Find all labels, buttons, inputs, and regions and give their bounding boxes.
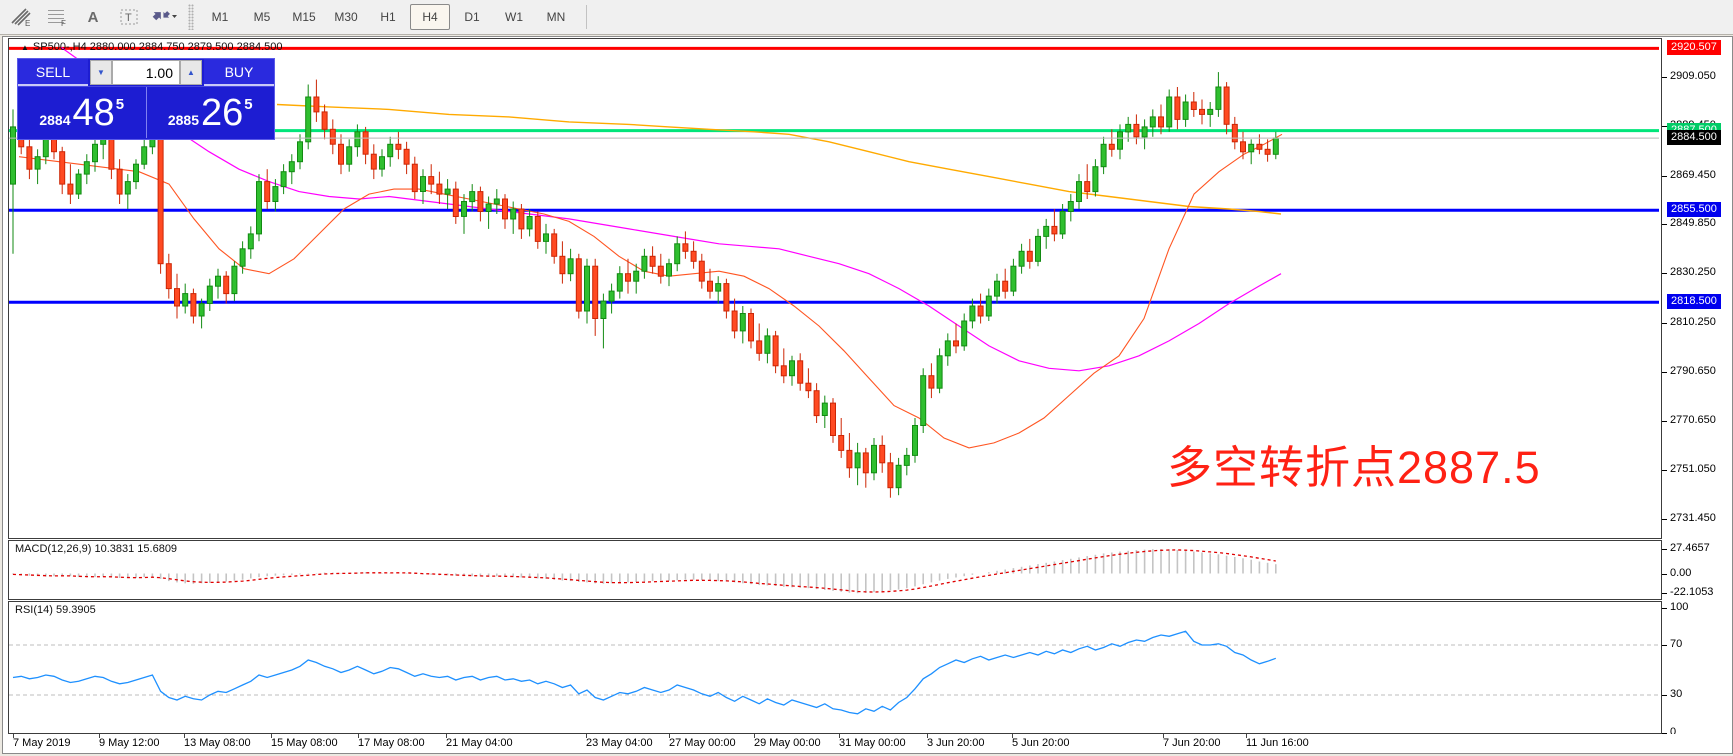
timeframe-group: M1 M5 M15 M30 H1 H4 D1 W1 MN [198,4,576,30]
price-tick-label: 2909.050 [1670,70,1716,82]
rsi-scale-label: 70 [1670,638,1683,650]
timeframe-button-m1[interactable]: M1 [211,10,229,24]
price-tick-label: 2849.850 [1670,217,1716,229]
price-badge: 2855.500 [1667,202,1721,217]
arrows-tool-icon[interactable] [150,4,180,30]
time-axis[interactable]: 7 May 2019 9 May 12:00 13 May 08:00 15 May … [8,734,1731,752]
price-tick-mark [1662,372,1667,373]
collapse-triangle-icon[interactable]: ▲ [21,43,29,52]
one-click-trade-panel: SELL ▼ 1.00 ▲ BUY 2884 48 5 2885 [17,58,275,140]
text-label-icon[interactable]: T [114,4,144,30]
svg-text:T: T [125,12,132,24]
timeframe-button-h1[interactable]: H1 [380,10,396,24]
price-tick-label: 2790.650 [1670,365,1716,377]
price-tick-mark [1662,519,1667,520]
macd-scale-label: 27.4657 [1670,542,1710,554]
symbol-ohlc-line: ▲ SP500-,H4 2880.000 2884.750 2879.500 28… [21,41,283,53]
price-tick-label: 2810.250 [1670,316,1716,328]
time-label: 13 May 08:00 [184,737,251,749]
toolbar-grip[interactable] [188,4,194,30]
timeframe-button-m30[interactable]: M30 [334,10,358,24]
time-label: 21 May 04:00 [446,737,513,749]
time-label: 29 May 00:00 [754,737,821,749]
time-label: 11 Jun 16:00 [1246,737,1309,749]
price-tick-mark [1662,421,1667,422]
price-tick-label: 2751.050 [1670,463,1716,475]
rsi-scale-label: 0 [1670,726,1677,738]
time-label: 7 May 2019 [13,737,71,749]
svg-text:F: F [61,19,66,27]
time-label: 7 Jun 20:00 [1163,737,1221,749]
rsi-scale-label: 30 [1670,688,1683,700]
macd-label: MACD(12,26,9) 10.3831 15.6809 [15,543,178,555]
chart-annotation-text: 多空转折点2887.5 [1167,442,1541,493]
volume-down-button[interactable]: ▼ [90,60,112,85]
price-tick-label: 2770.650 [1670,414,1716,426]
rsi-label: RSI(14) 59.3905 [15,604,96,616]
indicators-icon[interactable]: E [6,4,36,30]
price-tick-mark [1662,77,1667,78]
timeframe-button-m15[interactable]: M15 [292,10,316,24]
grid-icon[interactable]: F [42,4,72,30]
time-label: 17 May 08:00 [358,737,425,749]
buy-price-small: 2885 [167,111,200,128]
sell-button[interactable]: SELL [18,59,88,86]
rsi-panel[interactable]: RSI(14) 59.3905 [8,601,1662,734]
timeframe-button-w1[interactable]: W1 [505,10,523,24]
timeframe-button-d1[interactable]: D1 [464,10,480,24]
macd-scale-label: -22.1053 [1670,586,1714,598]
timeframe-button-h4[interactable]: H4 [410,4,450,30]
time-label: 5 Jun 20:00 [1012,737,1070,749]
price-tick-mark [1662,470,1667,471]
price-tick-mark [1662,126,1667,127]
time-label: 31 May 00:00 [839,737,906,749]
toolbar: E F A T M1 M [0,0,1733,35]
price-tick-label: 2731.450 [1670,512,1716,524]
chart-window: ▲ SP500-,H4 2880.000 2884.750 2879.500 28… [2,36,1733,754]
price-tick-mark [1662,323,1667,324]
sell-price-sup: 5 [115,96,125,113]
price-tick-label: 2869.450 [1670,169,1716,181]
buy-price-sup: 5 [244,96,253,113]
time-label: 15 May 08:00 [271,737,338,749]
price-badge: 2920.507 [1667,40,1721,55]
volume-input[interactable]: 1.00 [112,60,180,85]
buy-quote[interactable]: 2885 26 5 [147,87,275,138]
main-chart-panel[interactable]: ▲ SP500-,H4 2880.000 2884.750 2879.500 28… [8,38,1662,539]
macd-panel[interactable]: MACD(12,26,9) 10.3831 15.6809 [8,540,1662,600]
time-label: 27 May 00:00 [669,737,736,749]
price-badge: 2818.500 [1667,294,1721,309]
buy-price-big: 26 [201,91,244,134]
price-tick-mark [1662,224,1667,225]
rsi-scale-label: 100 [1670,601,1689,613]
text-a-icon[interactable]: A [87,8,99,26]
timeframe-button-mn[interactable]: MN [546,10,566,24]
buy-button[interactable]: BUY [204,59,274,86]
volume-stepper: ▼ 1.00 ▲ [88,59,204,86]
volume-up-button[interactable]: ▲ [180,60,202,85]
price-tick-mark [1662,176,1667,177]
svg-text:E: E [25,19,30,27]
price-badge: 2884.500 [1667,130,1721,145]
sell-quote[interactable]: 2884 48 5 [18,87,147,138]
time-label: 23 May 04:00 [586,737,653,749]
sell-price-small: 2884 [39,111,71,128]
timeframe-button-m5[interactable]: M5 [253,10,271,24]
toolbar-separator [586,5,587,29]
sell-price-big: 48 [72,91,115,134]
price-axis[interactable]: 2909.0502889.4502869.4502849.8502830.250… [1662,38,1731,738]
macd-scale-label: 0.00 [1670,567,1692,579]
candlestick-chart[interactable] [9,39,1659,536]
time-label: 3 Jun 20:00 [927,737,985,749]
price-tick-label: 2830.250 [1670,266,1716,278]
time-label: 9 May 12:00 [99,737,160,749]
price-tick-mark [1662,273,1667,274]
